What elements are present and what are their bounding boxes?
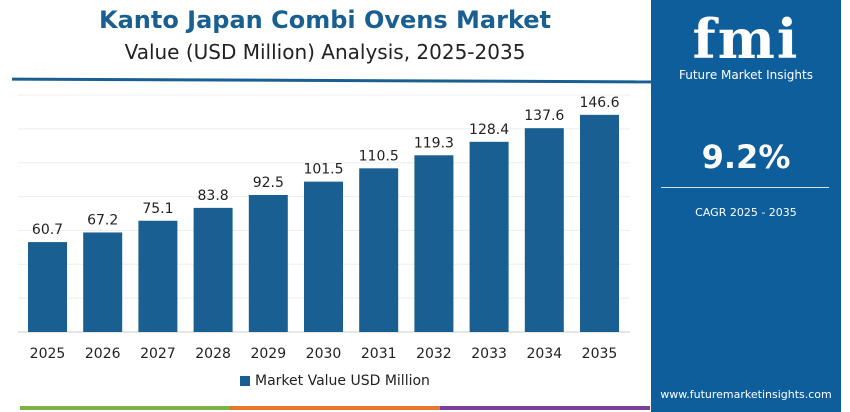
x-tick-label: 2031 — [361, 346, 397, 362]
bar — [580, 114, 619, 332]
x-tick-label: 2035 — [582, 346, 618, 362]
side-panel: fmi Future Market Insights 9.2% CAGR 202… — [651, 0, 841, 412]
data-label: 60.7 — [32, 222, 63, 238]
legend: Market Value USD Million — [240, 373, 430, 389]
data-label: 128.4 — [469, 122, 509, 138]
bar — [304, 181, 343, 332]
x-tick-label: 2025 — [30, 346, 66, 362]
cagr-value: 9.2% — [701, 138, 791, 176]
bar — [193, 207, 233, 332]
footer-segment — [230, 406, 440, 410]
data-label: 83.8 — [198, 188, 229, 204]
data-label: 119.3 — [414, 135, 454, 151]
footer-color-bar — [20, 406, 650, 410]
bar — [138, 220, 178, 332]
legend-label: Market Value USD Million — [255, 373, 430, 389]
footer-segment — [440, 406, 650, 410]
bar — [469, 141, 509, 332]
website-link[interactable]: www.futuremarketinsights.com — [660, 388, 832, 401]
x-tick-label: 2026 — [85, 346, 121, 362]
legend-swatch — [240, 376, 250, 386]
cagr-label: CAGR 2025 - 2035 — [695, 206, 797, 219]
fmi-logo: fmi — [692, 7, 800, 71]
chart-subtitle: Value (USD Million) Analysis, 2025-2035 — [124, 40, 526, 64]
data-label: 67.2 — [87, 212, 118, 228]
x-tick-label: 2034 — [526, 346, 562, 362]
bar — [359, 168, 399, 332]
x-tick-label: 2030 — [306, 346, 342, 362]
x-tick-label: 2032 — [416, 346, 452, 362]
bar — [414, 155, 454, 332]
brand-name: Future Market Insights — [678, 68, 813, 82]
data-label: 92.5 — [253, 175, 284, 191]
bar — [524, 128, 564, 332]
data-label: 146.6 — [579, 95, 619, 111]
x-tick-label: 2027 — [140, 346, 176, 362]
bar — [28, 242, 67, 332]
x-tick-label: 2028 — [195, 346, 231, 362]
divider — [661, 187, 829, 188]
data-label: 75.1 — [142, 201, 173, 217]
footer-segment — [20, 406, 230, 410]
data-label: 137.6 — [524, 108, 564, 124]
bar — [248, 194, 288, 332]
x-tick-label: 2029 — [250, 346, 286, 362]
bar-chart: 60.7 2025 67.2 2026 75.1 2027 83.8 2028 92.5 2029… — [18, 94, 630, 362]
bar — [83, 232, 123, 332]
data-label: 101.5 — [303, 162, 343, 178]
chart-title: Kanto Japan Combi Ovens Market — [98, 6, 552, 34]
data-label: 110.5 — [359, 148, 399, 164]
x-tick-label: 2033 — [471, 346, 507, 362]
